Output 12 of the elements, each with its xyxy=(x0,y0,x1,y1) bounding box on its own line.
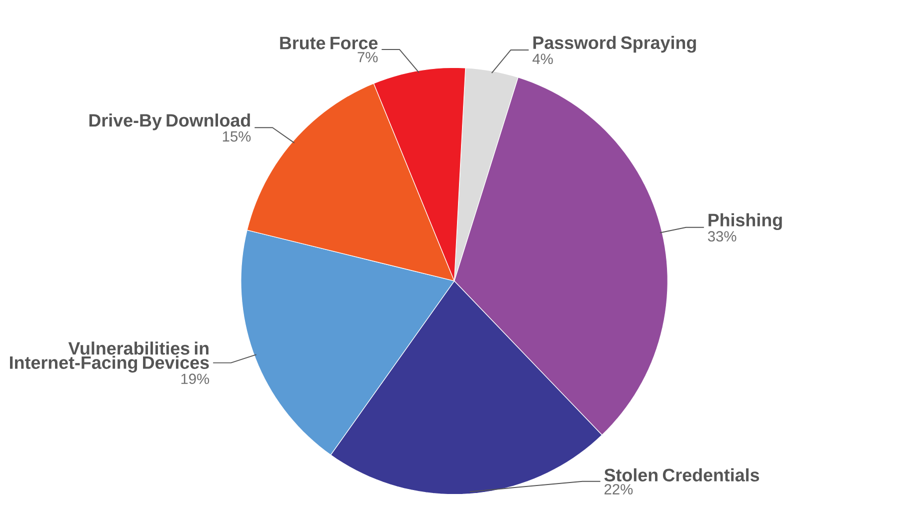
slice-label: Brute Force xyxy=(280,36,378,50)
data-label: 19% xyxy=(181,374,210,384)
data-label: 33% xyxy=(708,231,736,242)
data-label: 4% xyxy=(532,54,553,64)
slice-label: Vulnerabilities in Internet-Facing Devices xyxy=(10,342,209,373)
slice-label: Password Spraying xyxy=(533,36,696,53)
slice-label: Drive-By Download xyxy=(89,114,250,130)
slice-label: Stolen Credentials xyxy=(604,468,760,482)
slice-label: Phishing xyxy=(708,213,782,230)
data-label: 15% xyxy=(222,131,251,142)
data-label: 22% xyxy=(604,484,633,494)
data-label: 7% xyxy=(358,52,378,62)
